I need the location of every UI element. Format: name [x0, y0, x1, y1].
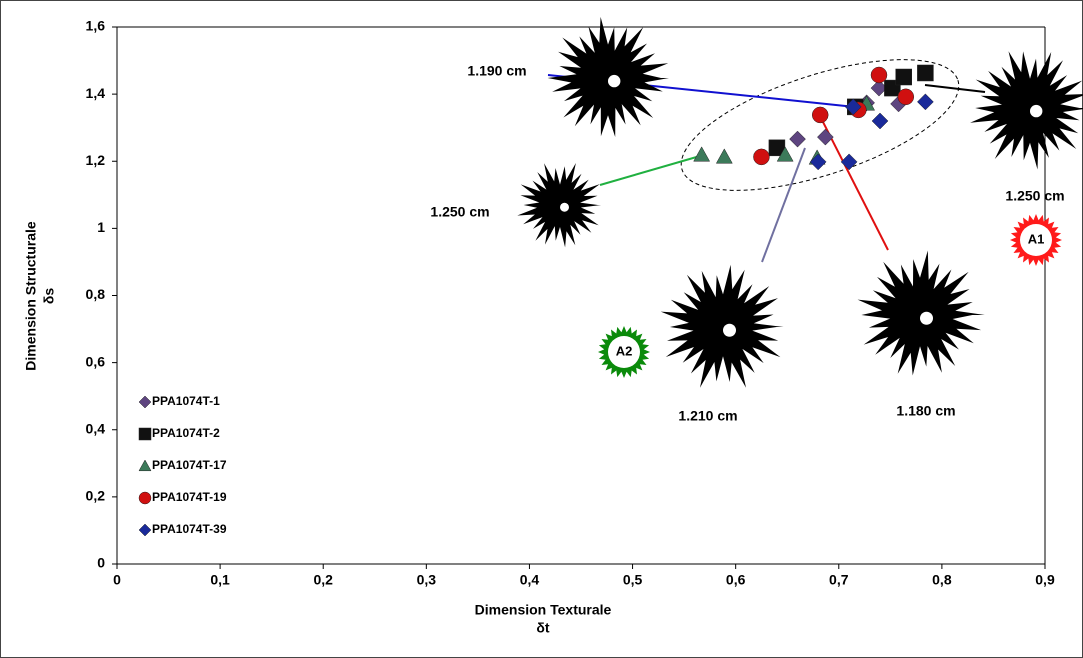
dendrite-image	[970, 51, 1083, 170]
legend-label: PPA1074T-2	[152, 426, 220, 440]
point	[809, 153, 827, 171]
annotation: 1.250 cm	[430, 204, 489, 220]
badge-inner	[1020, 224, 1052, 256]
x-tick-label: 0,3	[417, 572, 437, 588]
point	[844, 98, 862, 116]
legend-label: PPA1074T-39	[152, 522, 227, 536]
connector	[599, 155, 701, 186]
point	[840, 153, 858, 171]
dendrite-image	[517, 163, 602, 248]
x-tick-label: 0,8	[932, 572, 952, 588]
dendrite-hole	[920, 311, 933, 325]
badge-inner	[608, 336, 640, 368]
x-tick-label: 0,9	[1035, 572, 1055, 588]
point	[789, 130, 806, 148]
dendrite-hole	[723, 323, 736, 337]
connector	[924, 84, 986, 93]
y-tick-label: 0,8	[86, 286, 106, 302]
point	[917, 93, 934, 111]
y-tick-label: 1,6	[86, 18, 106, 34]
dendrite-hole	[608, 74, 621, 88]
y-tick-label: 0,2	[86, 488, 106, 504]
legend-marker	[138, 491, 152, 505]
legend-marker	[138, 523, 152, 537]
point	[917, 64, 934, 82]
x-tick-label: 0,6	[726, 572, 746, 588]
y-axis-title: Dimension Structurale	[23, 221, 39, 371]
point	[897, 88, 915, 106]
dendrite-image	[547, 16, 669, 137]
point	[776, 146, 794, 162]
x-tick-label: 0,1	[210, 572, 230, 588]
x-tick-label: 0,5	[623, 572, 643, 588]
y-tick-label: 0,4	[86, 420, 106, 436]
dendrite-hole	[1030, 104, 1043, 118]
y-tick-label: 1	[97, 219, 105, 235]
point	[871, 112, 889, 130]
point	[811, 106, 829, 124]
x-tick-label: 0,7	[829, 572, 849, 588]
annotation: 1.210 cm	[678, 408, 737, 424]
y-axis-title: δs	[41, 288, 57, 304]
x-tick-label: 0	[113, 572, 121, 588]
connector	[821, 119, 889, 251]
point	[693, 146, 711, 162]
annotation: 1.190 cm	[467, 63, 526, 79]
legend-label: PPA1074T-19	[152, 490, 227, 504]
point	[715, 148, 733, 164]
badge-label: A1	[1028, 231, 1045, 246]
y-tick-label: 1,4	[86, 85, 106, 101]
x-axis-title: δt	[536, 620, 549, 636]
x-axis-title: Dimension Texturale	[475, 602, 612, 618]
point	[753, 148, 770, 166]
x-tick-label: 0,4	[520, 572, 540, 588]
dendrite-image	[857, 250, 985, 376]
point	[817, 128, 834, 146]
legend-label: PPA1074T-17	[152, 458, 227, 472]
legend-marker	[138, 459, 152, 472]
point	[870, 66, 888, 84]
annotation: 1.250 cm	[1005, 188, 1064, 204]
legend-marker	[138, 395, 152, 409]
connector	[761, 147, 806, 263]
badge-label: A2	[616, 343, 633, 358]
x-tick-label: 0,2	[313, 572, 333, 588]
legend-marker	[138, 427, 152, 441]
y-tick-label: 1,2	[86, 152, 106, 168]
dendrite-image	[660, 264, 784, 388]
dendrite-hole	[560, 202, 569, 212]
cluster-ellipse	[680, 59, 960, 191]
y-tick-label: 0,6	[86, 353, 106, 369]
point	[895, 68, 912, 86]
y-tick-label: 0	[97, 555, 105, 571]
legend-label: PPA1074T-1	[152, 394, 220, 408]
annotation: 1.180 cm	[896, 403, 955, 419]
